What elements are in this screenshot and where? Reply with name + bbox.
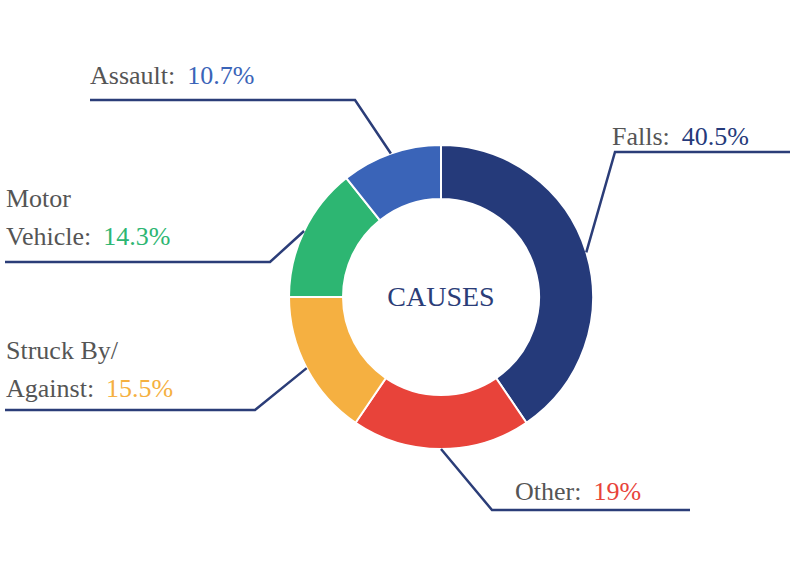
svg-text:Against:15.5%: Against:15.5% xyxy=(8,374,173,403)
svg-text:Motor: Motor xyxy=(8,184,71,213)
html-text:CAUSES: CAUSES xyxy=(387,281,495,312)
svg-text:Struck By/: Struck By/ xyxy=(8,336,119,365)
svg-text:Falls:40.5%: Falls:40.5% xyxy=(612,122,749,151)
svg-text:Assault:10.7%: Assault:10.7% xyxy=(90,61,254,90)
svg-text:Other:19%: Other:19% xyxy=(515,477,641,506)
svg-text:Vehicle:14.3%: Vehicle:14.3% xyxy=(8,222,170,251)
